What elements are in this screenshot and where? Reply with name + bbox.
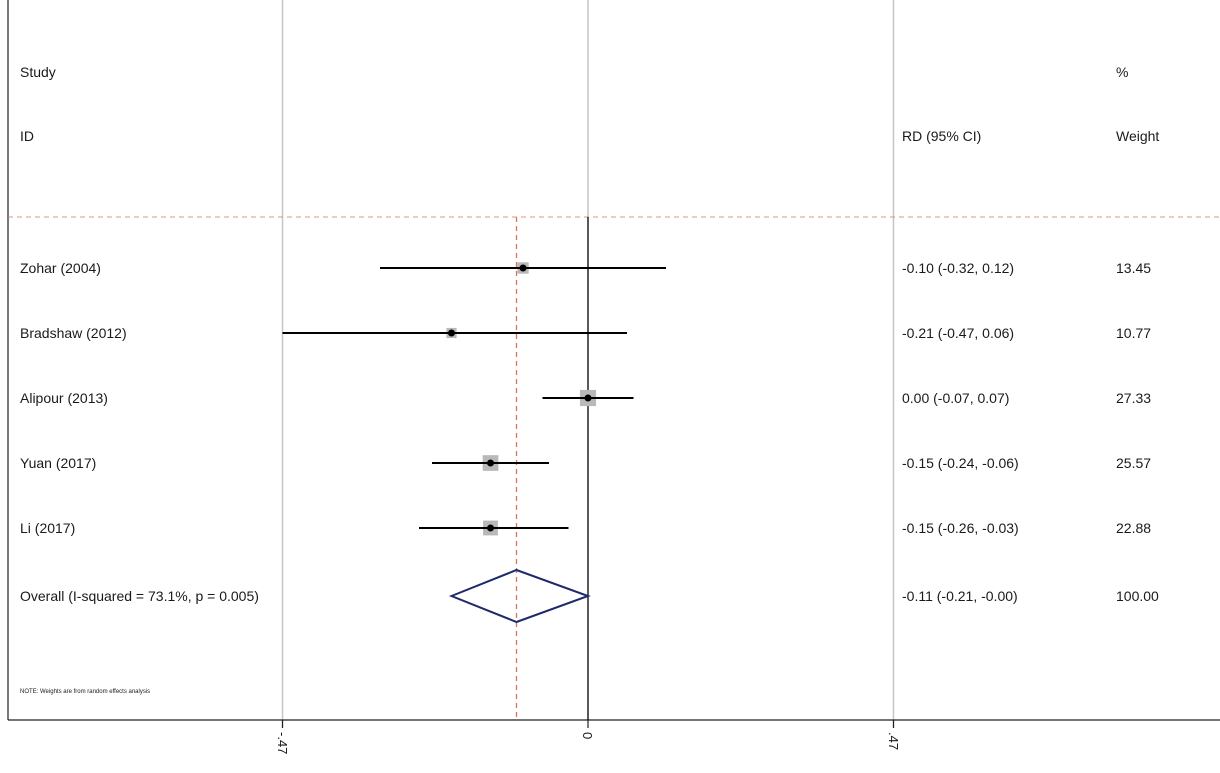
id-header: ID bbox=[20, 128, 34, 144]
study-label: Zohar (2004) bbox=[20, 260, 101, 276]
study-weight: 27.33 bbox=[1116, 390, 1152, 406]
overall-label: Overall (I-squared = 73.1%, p = 0.005) bbox=[20, 588, 259, 604]
study-label: Yuan (2017) bbox=[20, 455, 97, 471]
study-ci-text: -0.10 (-0.32, 0.12) bbox=[902, 260, 1015, 276]
study-label: Bradshaw (2012) bbox=[20, 325, 127, 341]
effect-header: RD (95% CI) bbox=[902, 128, 982, 144]
x-tick-label: -.47 bbox=[274, 732, 290, 755]
study-weight: 10.77 bbox=[1116, 325, 1152, 341]
study-header: Study bbox=[20, 64, 56, 80]
x-tick-label: 0 bbox=[580, 732, 595, 740]
study-weight: 25.57 bbox=[1116, 455, 1152, 471]
point-estimate bbox=[448, 329, 455, 337]
study-ci-text: 0.00 (-0.07, 0.07) bbox=[902, 390, 1010, 406]
study-ci-text: -0.21 (-0.47, 0.06) bbox=[902, 325, 1015, 341]
study-label: Li (2017) bbox=[20, 520, 76, 536]
weights-note: NOTE: Weights are from random effects an… bbox=[20, 689, 151, 695]
study-weight: 13.45 bbox=[1116, 260, 1152, 276]
overall-diamond bbox=[448, 568, 591, 624]
study-ci-text: -0.15 (-0.26, -0.03) bbox=[902, 520, 1019, 536]
study-weight: 22.88 bbox=[1116, 520, 1152, 536]
study-label: Alipour (2013) bbox=[20, 390, 108, 406]
weight-header: Weight bbox=[1116, 128, 1160, 144]
x-tick-label: .47 bbox=[885, 732, 901, 751]
point-estimate bbox=[487, 524, 494, 532]
overall-ci-text: -0.11 (-0.21, -0.00) bbox=[902, 588, 1018, 604]
overall-weight: 100.00 bbox=[1116, 588, 1159, 604]
study-ci-text: -0.15 (-0.24, -0.06) bbox=[902, 455, 1019, 471]
point-estimate bbox=[584, 394, 592, 402]
point-estimate bbox=[519, 264, 527, 272]
point-estimate bbox=[487, 459, 494, 467]
percent-header: % bbox=[1116, 64, 1129, 80]
